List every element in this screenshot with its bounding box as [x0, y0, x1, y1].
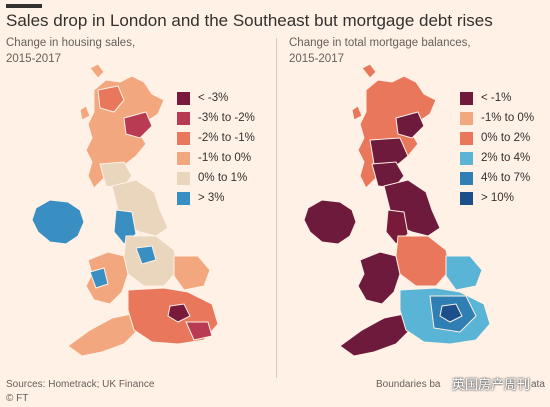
- right-legend: < -1% -1% to 0% 0% to 2% 2% to 4% 4% to …: [460, 88, 534, 208]
- right-legend-item: < -1%: [460, 88, 534, 108]
- ft-top-rule: [6, 4, 42, 8]
- right-legend-item: 0% to 2%: [460, 128, 534, 148]
- legend-swatch: [177, 131, 190, 145]
- northern-ireland-region: [31, 199, 85, 245]
- legend-label: 0% to 1%: [198, 172, 248, 184]
- scotland-highlands-region: [97, 85, 125, 113]
- legend-label: 4% to 7%: [481, 172, 531, 184]
- left-legend-item: -1% to 0%: [177, 148, 255, 168]
- scotland-north-east-region: [123, 111, 153, 139]
- london-region: [439, 303, 463, 323]
- legend-swatch: [177, 191, 190, 205]
- legend-label: < -1%: [481, 92, 512, 104]
- left-subtitle-line2: 2015-2017: [6, 53, 61, 65]
- scotland-islands-region: [351, 63, 377, 121]
- scotland-islands-region: [79, 63, 105, 121]
- page-title: Sales drop in London and the Southeast b…: [6, 11, 493, 30]
- legend-swatch: [460, 131, 473, 145]
- left-subtitle: Change in housing sales, 2015-2017: [6, 35, 135, 67]
- scotland-north-east-region: [395, 111, 425, 139]
- legend-swatch: [177, 91, 190, 105]
- east-anglia-region: [173, 255, 211, 291]
- legend-swatch: [177, 111, 190, 125]
- scotland-central-region: [369, 137, 409, 167]
- right-legend-item: 2% to 4%: [460, 148, 534, 168]
- legend-swatch: [177, 151, 190, 165]
- northern-ireland-region: [303, 199, 357, 245]
- left-legend: < -3% -3% to -2% -2% to -1% -1% to 0% 0%…: [177, 88, 255, 208]
- legend-swatch: [460, 191, 473, 205]
- legend-label: -1% to 0%: [198, 152, 252, 164]
- legend-swatch: [460, 111, 473, 125]
- left-map-housing-sales: [31, 63, 219, 357]
- right-legend-item: > 10%: [460, 188, 534, 208]
- right-legend-item: 4% to 7%: [460, 168, 534, 188]
- left-legend-item: < -3%: [177, 88, 255, 108]
- left-legend-item: -3% to -2%: [177, 108, 255, 128]
- legend-swatch: [460, 91, 473, 105]
- south-west-region: [339, 313, 411, 357]
- legend-swatch: [460, 151, 473, 165]
- watermark-text: 英国房产周刊: [452, 377, 531, 392]
- legend-label: 0% to 2%: [481, 132, 531, 144]
- legend-swatch: [177, 171, 190, 185]
- south-west-region: [67, 313, 139, 357]
- legend-label: 2% to 4%: [481, 152, 531, 164]
- right-legend-item: -1% to 0%: [460, 108, 534, 128]
- legend-label: < -3%: [198, 92, 229, 104]
- legend-label: -2% to -1%: [198, 132, 255, 144]
- boundaries-note: Boundaries ba: [376, 379, 441, 390]
- sources-note: Sources: Hometrack; UK Finance: [6, 379, 155, 390]
- copyright-note: © FT: [6, 393, 29, 404]
- legend-label: -1% to 0%: [481, 112, 535, 124]
- right-subtitle: Change in total mortgage balances, 2015-…: [289, 35, 471, 67]
- midlands-region: [395, 235, 451, 287]
- wales-region: [357, 251, 401, 305]
- left-legend-item: -2% to -1%: [177, 128, 255, 148]
- legend-label: > 3%: [198, 192, 225, 204]
- legend-label: > 10%: [481, 192, 514, 204]
- east-anglia-region: [445, 255, 483, 291]
- london-region: [167, 303, 191, 323]
- midlands-blue-region: [135, 245, 157, 265]
- legend-swatch: [460, 171, 473, 185]
- south-east-region: [185, 321, 213, 341]
- legend-label: -3% to -2%: [198, 112, 255, 124]
- left-subtitle-line1: Change in housing sales,: [6, 37, 136, 49]
- right-subtitle-line2: 2015-2017: [289, 53, 344, 65]
- left-legend-item: > 3%: [177, 188, 255, 208]
- right-subtitle-line1: Change in total mortgage balances,: [289, 37, 471, 49]
- right-map-mortgage-balances: [303, 63, 491, 357]
- boundaries-note-end: ata: [531, 379, 545, 390]
- wales-west-region: [89, 267, 109, 289]
- left-legend-item: 0% to 1%: [177, 168, 255, 188]
- panel-divider: [276, 38, 277, 378]
